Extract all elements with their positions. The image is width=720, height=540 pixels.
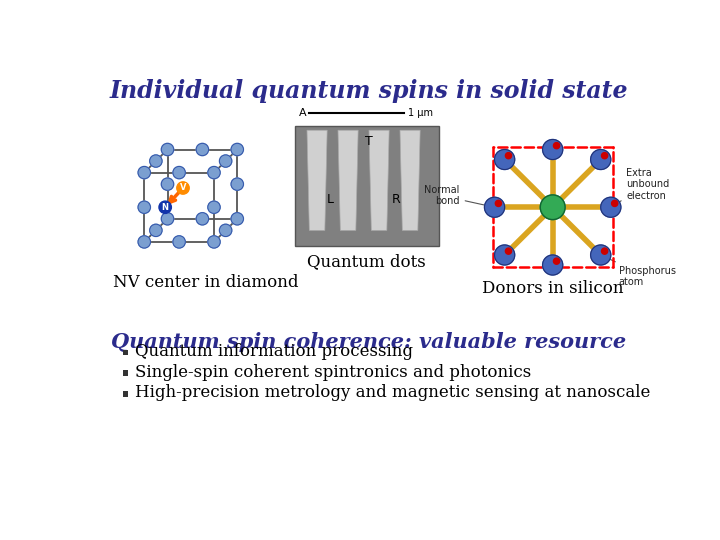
- Circle shape: [138, 201, 150, 213]
- Text: Extra
unbound
electron: Extra unbound electron: [614, 167, 670, 205]
- Circle shape: [138, 236, 150, 248]
- Polygon shape: [400, 130, 420, 231]
- Circle shape: [161, 143, 174, 156]
- Text: Quantum dots: Quantum dots: [307, 253, 426, 271]
- Circle shape: [495, 245, 515, 265]
- Text: N: N: [162, 202, 168, 212]
- Polygon shape: [307, 130, 327, 231]
- Text: Normal
bond: Normal bond: [424, 185, 490, 207]
- Bar: [122, 392, 128, 397]
- Circle shape: [590, 150, 611, 170]
- Circle shape: [208, 236, 220, 248]
- Circle shape: [231, 213, 243, 225]
- Circle shape: [505, 248, 512, 254]
- Text: NV center in diamond: NV center in diamond: [113, 274, 299, 291]
- Circle shape: [485, 197, 505, 217]
- Circle shape: [601, 153, 608, 159]
- Circle shape: [220, 155, 232, 167]
- Circle shape: [601, 248, 608, 254]
- Circle shape: [505, 153, 512, 159]
- Text: A: A: [300, 107, 307, 118]
- Circle shape: [495, 150, 515, 170]
- Circle shape: [540, 195, 565, 220]
- Circle shape: [208, 166, 220, 179]
- Polygon shape: [338, 130, 358, 231]
- Polygon shape: [369, 130, 389, 231]
- Text: Quantum information processing: Quantum information processing: [135, 343, 413, 360]
- Circle shape: [196, 213, 209, 225]
- Circle shape: [554, 258, 559, 264]
- Circle shape: [220, 224, 232, 237]
- Circle shape: [231, 143, 243, 156]
- Bar: [295, 126, 438, 246]
- Bar: [122, 370, 128, 376]
- Text: V: V: [180, 184, 186, 192]
- Circle shape: [611, 200, 618, 206]
- Text: Quantum spin coherence: valuable resource: Quantum spin coherence: valuable resourc…: [112, 332, 626, 352]
- Circle shape: [161, 213, 174, 225]
- Circle shape: [177, 182, 189, 194]
- Circle shape: [208, 201, 220, 213]
- Text: 1 μm: 1 μm: [408, 107, 433, 118]
- Text: R: R: [392, 193, 400, 206]
- Circle shape: [543, 255, 563, 275]
- Circle shape: [150, 224, 162, 237]
- Circle shape: [150, 155, 162, 167]
- Circle shape: [231, 178, 243, 190]
- Circle shape: [161, 178, 174, 190]
- Text: Donors in silicon: Donors in silicon: [482, 280, 624, 298]
- Circle shape: [196, 143, 209, 156]
- Circle shape: [173, 236, 185, 248]
- Circle shape: [554, 143, 559, 148]
- Circle shape: [138, 166, 150, 179]
- Text: Single-spin coherent spintronics and photonics: Single-spin coherent spintronics and pho…: [135, 363, 531, 381]
- Text: Individual quantum spins in solid state: Individual quantum spins in solid state: [109, 79, 629, 103]
- Text: T: T: [365, 136, 373, 148]
- Text: L: L: [327, 193, 334, 206]
- Circle shape: [495, 200, 502, 206]
- Circle shape: [159, 201, 171, 213]
- Circle shape: [600, 197, 621, 217]
- Bar: [122, 350, 128, 355]
- Text: High-precision metrology and magnetic sensing at nanoscale: High-precision metrology and magnetic se…: [135, 384, 650, 401]
- Circle shape: [173, 166, 185, 179]
- Circle shape: [543, 139, 563, 159]
- Circle shape: [590, 245, 611, 265]
- Text: Phosphorus
atom: Phosphorus atom: [604, 256, 675, 287]
